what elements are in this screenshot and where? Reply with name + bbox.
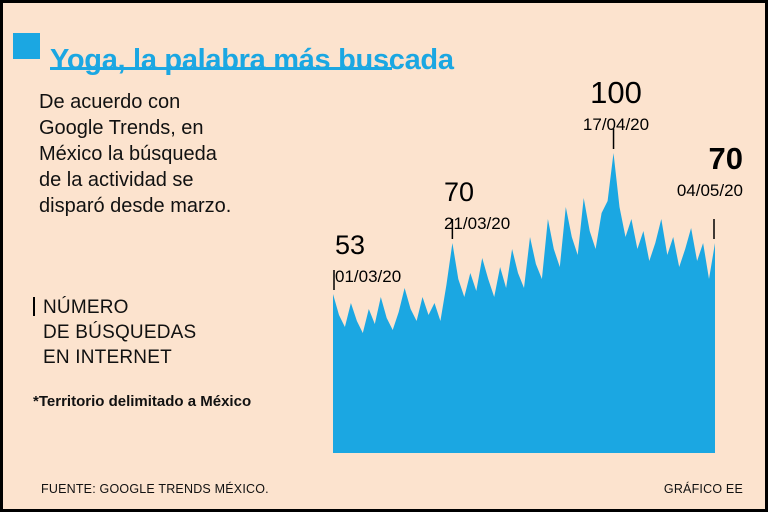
page-title: Yoga, la palabra más buscada xyxy=(50,44,454,77)
annotation-value: 70 xyxy=(708,141,743,176)
series-label-line: NÚMERO xyxy=(33,295,196,320)
annotation-date: 04/05/20 xyxy=(676,181,743,200)
source-credit: FUENTE: GOOGLE TRENDS MÉXICO. xyxy=(41,482,269,496)
intro-line: México la búsqueda xyxy=(39,143,217,165)
annotation-value: 100 xyxy=(590,75,642,110)
annotation-date: 21/03/20 xyxy=(444,214,511,233)
annotation-value: 53 xyxy=(335,230,366,260)
intro-line: de la actividad se xyxy=(39,169,194,191)
annotation-date: 17/04/20 xyxy=(582,115,650,134)
intro-text: De acuerdo con Google Trends, en México … xyxy=(39,89,231,219)
series-label-line: EN INTERNET xyxy=(43,347,172,368)
territory-footnote: *Territorio delimitado a México xyxy=(33,393,252,410)
annotation-value: 70 xyxy=(444,177,475,207)
intro-line: disparó desde marzo. xyxy=(39,195,232,217)
trend-area-chart xyxy=(333,129,715,453)
intro-line: De acuerdo con xyxy=(39,91,181,113)
annotation-date: 01/03/20 xyxy=(335,267,402,286)
title-bullet-square xyxy=(13,33,40,59)
label-tick-bar xyxy=(33,297,35,316)
graphic-credit: GRÁFICO EE xyxy=(663,482,743,496)
title-underline xyxy=(50,67,392,70)
intro-line: Google Trends, en xyxy=(39,117,204,139)
annotation-04-05: 70 04/05/20 xyxy=(647,141,743,201)
annotation-17-04: 100 17/04/20 xyxy=(568,75,664,135)
series-label-line: DE BÚSQUEDAS xyxy=(43,322,197,343)
series-label: NÚMERO DE BÚSQUEDAS EN INTERNET xyxy=(33,295,196,370)
annotation-21-03: 70 21/03/20 xyxy=(444,178,510,234)
area-chart-svg xyxy=(333,129,715,453)
annotation-01-03: 53 01/03/20 xyxy=(335,231,401,287)
